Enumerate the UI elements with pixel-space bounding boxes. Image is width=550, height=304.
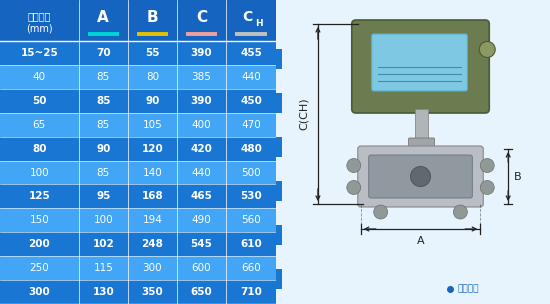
Text: 385: 385 [191, 72, 212, 82]
Text: 150: 150 [30, 215, 49, 225]
Text: 仪表口径: 仪表口径 [28, 11, 51, 21]
Text: 105: 105 [142, 120, 162, 130]
Text: 130: 130 [92, 287, 114, 297]
Text: 85: 85 [97, 120, 110, 130]
Bar [0, 41, 276, 65]
Text: C: C [243, 10, 253, 24]
FancyBboxPatch shape [358, 146, 483, 207]
Text: 120: 120 [141, 143, 163, 154]
Text: 490: 490 [192, 215, 211, 225]
FancyBboxPatch shape [372, 34, 468, 91]
Text: 125: 125 [29, 192, 50, 202]
Text: 300: 300 [142, 263, 162, 273]
Text: 95: 95 [96, 192, 111, 202]
Bar [0, 161, 276, 185]
Bar [415, 109, 428, 149]
Circle shape [410, 167, 431, 186]
Text: B: B [147, 10, 158, 25]
Text: 100: 100 [94, 215, 113, 225]
Text: H: H [256, 19, 263, 28]
Text: 102: 102 [92, 239, 114, 249]
Text: (mm): (mm) [26, 23, 53, 33]
Bar [0, 113, 276, 137]
Text: 455: 455 [240, 48, 262, 58]
Text: 560: 560 [241, 215, 261, 225]
Circle shape [480, 158, 494, 172]
Bar [276, 181, 282, 201]
FancyBboxPatch shape [368, 155, 472, 198]
Text: 90: 90 [96, 143, 111, 154]
Text: 300: 300 [29, 287, 50, 297]
Bar [0, 280, 276, 304]
Text: 465: 465 [191, 192, 212, 202]
Circle shape [453, 205, 468, 219]
Text: 500: 500 [241, 168, 261, 178]
Bar [276, 93, 282, 113]
Text: A: A [417, 236, 425, 246]
Text: 390: 390 [191, 96, 212, 106]
Text: 90: 90 [145, 96, 160, 106]
Text: A: A [97, 10, 109, 25]
Text: 常规仪表: 常规仪表 [458, 285, 479, 293]
Text: 400: 400 [192, 120, 211, 130]
Bar [276, 225, 282, 245]
Text: 650: 650 [191, 287, 212, 297]
Text: 660: 660 [241, 263, 261, 273]
Text: 80: 80 [32, 143, 47, 154]
Text: 70: 70 [96, 48, 111, 58]
Circle shape [373, 205, 388, 219]
Text: 15~25: 15~25 [20, 48, 58, 58]
Text: 200: 200 [29, 239, 50, 249]
Text: 545: 545 [191, 239, 212, 249]
Text: 450: 450 [240, 96, 262, 106]
Bar [0, 232, 276, 256]
Text: 710: 710 [240, 287, 262, 297]
Text: 440: 440 [192, 168, 211, 178]
Text: 470: 470 [241, 120, 261, 130]
Bar [276, 269, 282, 289]
Text: 168: 168 [141, 192, 163, 202]
Text: 115: 115 [94, 263, 113, 273]
Bar [0, 256, 276, 280]
Text: 390: 390 [191, 48, 212, 58]
Text: 85: 85 [97, 72, 110, 82]
Text: C: C [196, 10, 207, 25]
Text: 248: 248 [141, 239, 163, 249]
Text: 194: 194 [142, 215, 162, 225]
Text: 100: 100 [30, 168, 49, 178]
Text: 65: 65 [32, 120, 46, 130]
Text: 530: 530 [240, 192, 262, 202]
Bar [0, 65, 276, 89]
Text: 140: 140 [142, 168, 162, 178]
Text: 480: 480 [240, 143, 262, 154]
Bar [0, 137, 276, 161]
Bar [276, 137, 282, 157]
FancyBboxPatch shape [352, 20, 490, 113]
Circle shape [347, 158, 361, 172]
Bar [0, 208, 276, 232]
Text: C(CH): C(CH) [299, 98, 309, 130]
FancyBboxPatch shape [409, 138, 434, 150]
Text: 50: 50 [32, 96, 47, 106]
Text: 85: 85 [97, 168, 110, 178]
Text: B: B [514, 171, 522, 181]
Circle shape [347, 181, 361, 195]
Text: 600: 600 [192, 263, 211, 273]
Bar [276, 49, 282, 69]
Circle shape [479, 42, 495, 57]
Text: 80: 80 [146, 72, 159, 82]
Bar [0, 185, 276, 208]
Bar [0, 89, 276, 113]
Circle shape [480, 181, 494, 195]
Text: 350: 350 [141, 287, 163, 297]
Text: 440: 440 [241, 72, 261, 82]
Text: 250: 250 [30, 263, 49, 273]
Text: 55: 55 [145, 48, 160, 58]
Bar [0, 0, 276, 41]
Text: 85: 85 [96, 96, 111, 106]
Text: 420: 420 [191, 143, 212, 154]
Text: 40: 40 [33, 72, 46, 82]
Text: 610: 610 [240, 239, 262, 249]
